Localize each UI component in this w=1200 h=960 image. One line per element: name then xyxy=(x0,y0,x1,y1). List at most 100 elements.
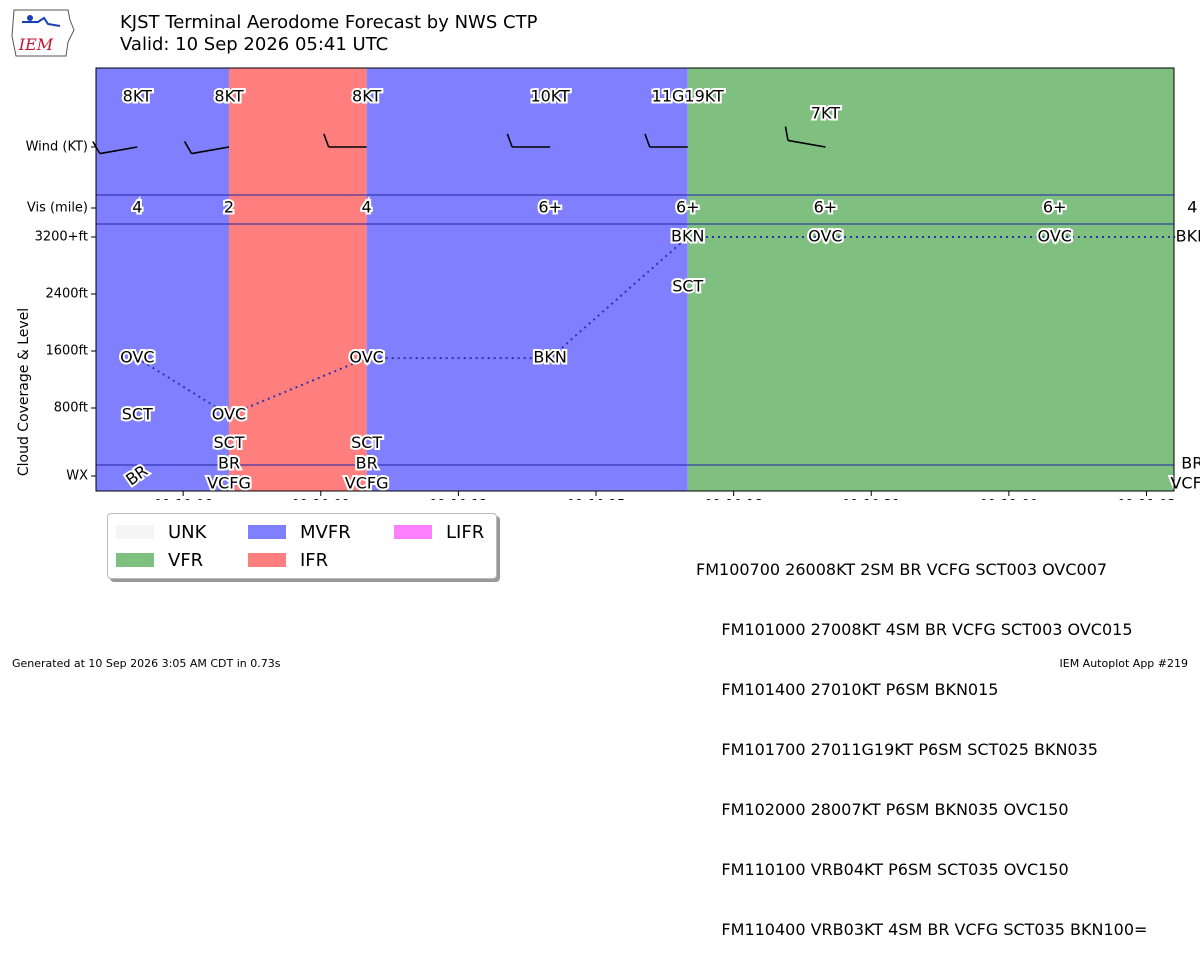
wind-barb-flag xyxy=(183,141,193,154)
y-axis: Wind (KT) Vis (mile) 3200+ft 2400ft 1600ft 80… xyxy=(26,140,96,484)
taf-line: FM101400 27010KT P6SM BKN015 xyxy=(696,680,999,699)
wind-barb xyxy=(506,133,551,148)
wind-barb-shaft xyxy=(191,146,230,155)
x-tick-label: 09-10 18 xyxy=(704,498,762,500)
visibility-label: 4 xyxy=(1187,198,1197,217)
weather-label: VCFG xyxy=(1170,474,1200,493)
weather-label: BR xyxy=(1181,454,1200,473)
visibility-label: 4 xyxy=(132,198,142,217)
visibility-label: 4 xyxy=(362,198,372,217)
category-band-vfr xyxy=(687,68,1174,491)
legend-item-unk: UNK xyxy=(116,520,206,544)
x-tick-label: 09-10 09 xyxy=(292,498,350,500)
ceiling-line xyxy=(136,236,1193,417)
weather-label: VCFG xyxy=(345,474,389,493)
wind-barb-flag xyxy=(784,126,789,141)
chart-title-block: KJST Terminal Aerodome Forecast by NWS C… xyxy=(120,12,537,56)
wind-speed-label: 8KT xyxy=(352,87,381,106)
ceiling-line-group xyxy=(136,236,1193,417)
wind-barb xyxy=(784,126,826,148)
taf-line: FM100700 26008KT 2SM BR VCFG SCT003 OVC0… xyxy=(696,560,1108,579)
legend-label: UNK xyxy=(168,521,207,543)
legend-swatch xyxy=(116,553,154,567)
cloud-coverage-label: OVC xyxy=(212,405,246,424)
weather-label: BR xyxy=(356,454,378,473)
x-tick-label: 09-10 06 xyxy=(154,498,212,500)
legend-label: MVFR xyxy=(300,521,351,543)
wind-barb-shaft xyxy=(787,139,826,148)
chart-title: KJST Terminal Aerodome Forecast by NWS C… xyxy=(120,12,538,33)
app-footer: IEM Autoplot App #219 xyxy=(1059,657,1189,670)
visibility-label: 2 xyxy=(224,198,234,217)
visibility-label: 6+ xyxy=(1043,198,1067,217)
y-tick-label: Wind (KT) xyxy=(26,140,88,155)
plot-frame xyxy=(95,67,1175,492)
y-tick-label: 800ft xyxy=(54,401,88,416)
y-tick-label: 3200+ft xyxy=(35,230,88,245)
wind-barb-flag xyxy=(506,133,513,148)
y-tick-label: 1600ft xyxy=(45,344,88,359)
wind-speed-label: 11G19KT xyxy=(652,87,724,106)
cloud-coverage-label: SCT xyxy=(672,276,703,295)
logo-text: IEM xyxy=(18,35,54,54)
x-axis: 09-10 06 09-10 09 09-10 12 09-10 15 09-10 18… xyxy=(154,491,1176,500)
cloud-coverage-label: BKN xyxy=(1176,227,1200,246)
iem-logo: IEM xyxy=(11,9,75,57)
legend-item-ifr: IFR xyxy=(248,548,328,572)
wind-barb xyxy=(323,133,367,148)
wind-speed-label: 10KT xyxy=(530,87,570,106)
wind-barb-shaft xyxy=(99,146,138,155)
category-band-mvfr xyxy=(366,68,688,491)
legend-swatch xyxy=(394,525,432,539)
taf-line: FM101700 27011G19KT P6SM SCT025 BKN035 xyxy=(696,740,1098,759)
cloud-coverage-label: OVC xyxy=(120,348,154,367)
legend-swatch xyxy=(248,553,286,567)
cloud-coverage-label: SCT xyxy=(351,433,382,452)
x-tick-label: 09-10 12 xyxy=(429,498,487,500)
chart-subtitle: Valid: 10 Sep 2026 05:41 UTC xyxy=(120,34,389,55)
x-tick-label: 09-10 21 xyxy=(842,498,900,500)
legend-label: VFR xyxy=(168,549,204,571)
generated-footer: Generated at 10 Sep 2026 3:05 AM CDT in … xyxy=(12,657,281,670)
wind-barbs-group: 8KT 8KT 8KT 10KT 11G19KT 7KT xyxy=(92,85,842,155)
wind-barb-flag xyxy=(644,133,651,148)
annotation-labels: 4 2 4 6+ 6+ 6+ 6+ 4 OVC SCT OVC SCT OVC SCT BKN BKN SCT O… xyxy=(118,196,1200,495)
wind-barb-flag xyxy=(323,133,330,148)
x-tick-label: 09-10 15 xyxy=(567,498,625,500)
taf-line: FM110100 VRB04KT P6SM SCT035 OVC150 xyxy=(696,860,1069,879)
y-axis-label: Cloud Coverage & Level xyxy=(16,308,32,476)
row-separators xyxy=(96,194,1174,466)
category-band-mvfr xyxy=(96,68,230,491)
category-band-ifr xyxy=(229,68,367,491)
cloud-coverage-label: OVC xyxy=(1038,227,1072,246)
wind-barb xyxy=(644,133,688,148)
weather-label: BR xyxy=(218,454,240,473)
legend-item-lifr: LIFR xyxy=(394,520,484,544)
visibility-label: 6+ xyxy=(814,198,838,217)
legend-label: IFR xyxy=(300,549,329,571)
legend-item-vfr: VFR xyxy=(116,548,203,572)
wind-speed-label: 7KT xyxy=(811,104,840,123)
legend-label: LIFR xyxy=(446,521,485,543)
cloud-coverage-label: OVC xyxy=(349,348,383,367)
cloud-coverage-label: BKN xyxy=(533,348,566,367)
cloud-coverage-label: OVC xyxy=(808,227,842,246)
visibility-label: 6+ xyxy=(538,198,562,217)
y-tick-label: Vis (mile) xyxy=(27,201,88,216)
weather-label: VCFG xyxy=(207,474,251,493)
cloud-coverage-label: SCT xyxy=(122,405,153,424)
legend-swatch xyxy=(116,525,154,539)
legend: UNK MVFR LIFR VFR IFR xyxy=(107,513,497,579)
wind-speed-label: 8KT xyxy=(214,87,243,106)
legend-item-mvfr: MVFR xyxy=(248,520,351,544)
wind-speed-label: 8KT xyxy=(123,87,152,106)
x-tick-label: 09-11 00 xyxy=(980,498,1038,500)
taf-line: FM101000 27008KT 4SM BR VCFG SCT003 OVC0… xyxy=(696,620,1133,639)
taf-line: FM110400 VRB03KT 4SM BR VCFG SCT035 BKN1… xyxy=(696,920,1148,939)
flight-category-bands xyxy=(96,68,1174,491)
legend-swatch xyxy=(248,525,286,539)
x-tick-label: 09-11 03 xyxy=(1117,498,1175,500)
taf-text: FM100700 26008KT 2SM BR VCFG SCT003 OVC0… xyxy=(696,520,1147,960)
wind-barb xyxy=(183,141,230,155)
y-tick-label: 2400ft xyxy=(45,287,88,302)
